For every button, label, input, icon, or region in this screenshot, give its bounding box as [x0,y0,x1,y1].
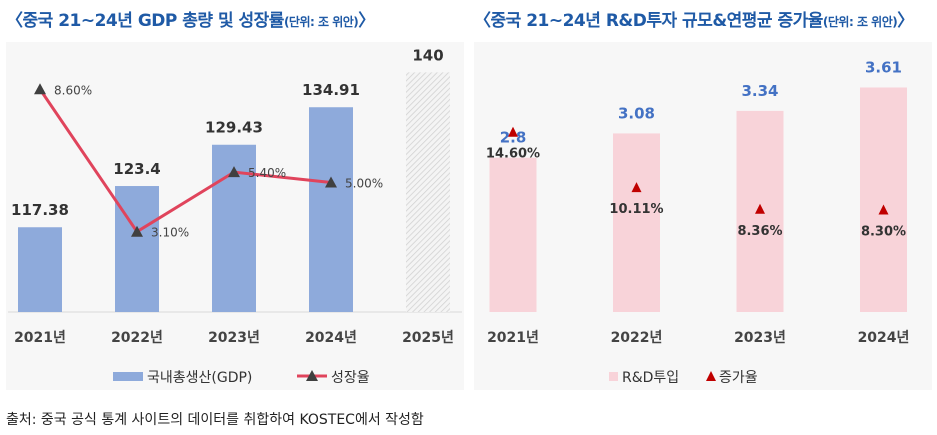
gdp-title-text: 〈중국 21~24년 GDP 총량 및 성장률 [6,11,284,31]
rd-bar [613,133,660,312]
charts: 117.38 2021년 123.4 2022년 129.43 2023년 134.91 20… [8,42,932,390]
legend-label-growth: 성장율 [331,370,370,386]
legend-triangle-icon [306,370,318,381]
gdp-value-label: 123.4 [113,160,160,178]
legend-swatch-rd [609,372,618,381]
gdp-bar [18,227,62,312]
source-note: 출처: 중국 공식 통계 사이트의 데이터를 취합하여 KOSTEC에서 작성함 [6,412,424,428]
gdp-value-label: 117.38 [11,201,69,219]
rate-label: 8.36% [737,224,782,239]
rd-value-label: 2.8 [500,129,527,147]
x-tick-label: 2021년 [14,330,66,346]
rate-label: 8.30% [861,224,906,239]
legend-swatch-gdp [113,372,143,381]
x-tick-label: 2025년 [402,330,454,346]
x-tick-label: 2023년 [734,330,786,346]
gdp-value-label: 134.91 [302,81,360,99]
growth-label: 3.10% [151,226,189,240]
gdp-title-end: 〉 [358,11,375,31]
rd-value-label: 3.08 [618,104,655,122]
gdp-chart-title: 〈중국 21~24년 GDP 총량 및 성장률(단위: 조 위안)〉 [6,6,375,31]
x-tick-label: 2022년 [111,330,163,346]
rd-value-label: 3.34 [741,82,778,100]
legend-label-gdp: 국내총생산(GDP) [147,370,252,386]
x-tick-label: 2024년 [305,330,357,346]
growth-label: 5.00% [345,177,383,191]
rate-marker [508,126,518,137]
rd-unit: (단위: 조 위안) [822,15,898,29]
growth-marker [131,225,143,237]
rate-marker [878,204,889,215]
rate-label: 10.11% [609,202,663,217]
rd-title-text: 〈중국 21~24년 R&D투자 규모&연평균 증가율 [474,11,823,31]
x-tick-label: 2022년 [611,330,663,346]
rd-bar [489,157,537,312]
growth-label: 5.40% [248,166,286,180]
growth-marker [228,166,240,178]
rd-chart-area [474,42,932,390]
rate-marker [631,182,642,193]
growth-marker [325,176,337,188]
rate-marker [755,203,765,214]
legend-label-rate: 증가율 [719,370,758,386]
growth-line [38,88,332,234]
rd-chart-title: 〈중국 21~24년 R&D투자 규모&연평균 증가율(단위: 조 위안)〉 [474,6,914,31]
x-tick-label: 2023년 [208,330,260,346]
x-tick-label: 2024년 [858,330,910,346]
gdp-bar [406,72,450,312]
growth-label: 8.60% [54,83,92,97]
legend-label-rd: R&D투입 [622,370,679,386]
gdp-bar [309,107,353,312]
gdp-unit: (단위: 조 위안) [283,15,359,29]
gdp-value-label: 140 [412,46,443,64]
x-tick-label: 2021년 [487,330,539,346]
gdp-bar [115,186,159,312]
rd-bar [860,87,907,313]
legend-triangle-icon [706,371,716,381]
rate-label: 14.60% [486,147,540,162]
rd-title-end: 〉 [897,11,914,31]
growth-marker [34,83,46,95]
gdp-value-label: 129.43 [205,119,263,137]
rd-value-label: 3.61 [865,58,902,76]
